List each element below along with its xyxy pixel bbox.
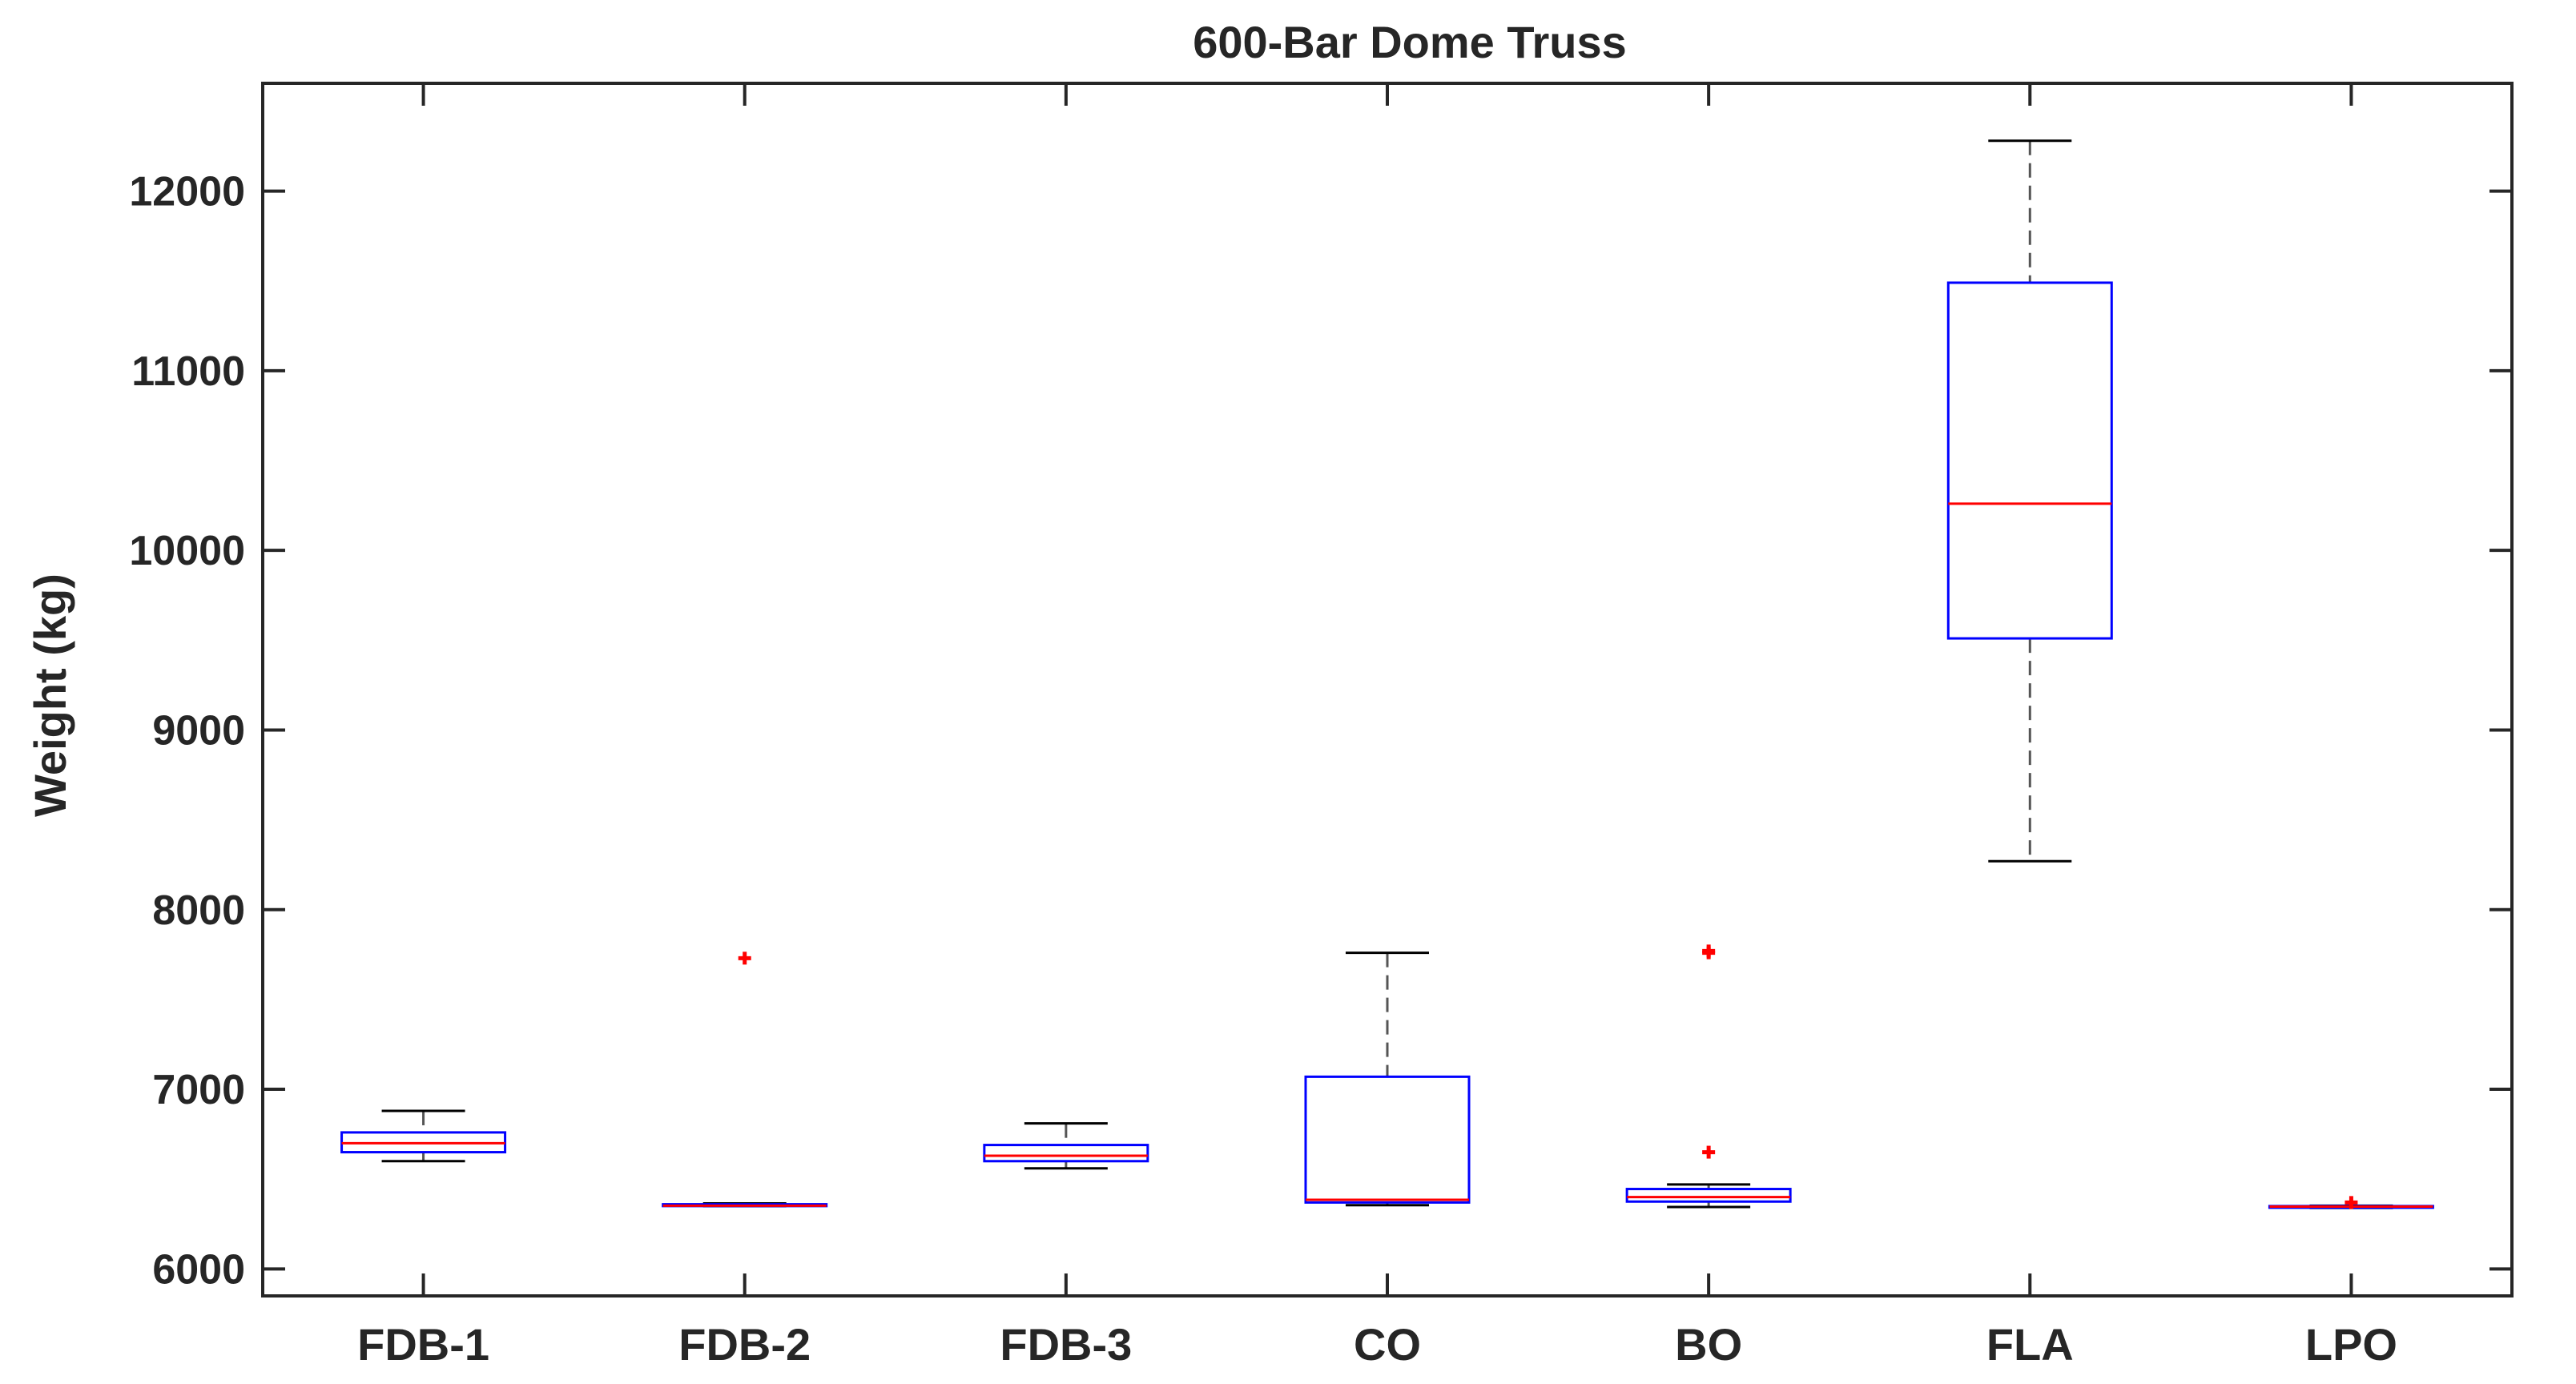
box-bo bbox=[1625, 1188, 1792, 1203]
x-tick-label-FLA: FLA bbox=[1986, 1319, 2074, 1370]
outlier-bo-2 bbox=[1702, 944, 1716, 958]
x-tick-label-FDB-1: FDB-1 bbox=[357, 1319, 489, 1370]
x-tick-label-FDB-2: FDB-2 bbox=[678, 1319, 811, 1370]
x-tick-label-BO: BO bbox=[1675, 1319, 1742, 1370]
x-tick-label-LPO: LPO bbox=[2305, 1319, 2397, 1370]
y-tick-label-11000: 11000 bbox=[131, 348, 245, 395]
box-fla bbox=[1946, 281, 2113, 640]
x-tick-label-CO: CO bbox=[1354, 1319, 1421, 1370]
y-tick-label-8000: 8000 bbox=[152, 887, 245, 934]
chart-title: 600-Bar Dome Truss bbox=[1193, 17, 1627, 67]
y-tick-label-9000: 9000 bbox=[152, 707, 245, 754]
plot-area: 6000 7000 8000 9000 10000 11000 12000 FDB-1 FDB-… bbox=[129, 82, 2514, 1370]
x-tick-label-FDB-3: FDB-3 bbox=[1000, 1319, 1132, 1370]
box-fdb-3 bbox=[983, 1144, 1149, 1163]
y-tick-label-7000: 7000 bbox=[152, 1067, 245, 1113]
y-tick-label-10000: 10000 bbox=[129, 528, 245, 574]
outlier-bo-0 bbox=[1702, 1145, 1716, 1159]
y-tick-label-12000: 12000 bbox=[129, 169, 245, 215]
box-co bbox=[1304, 1075, 1471, 1204]
y-tick-label-6000: 6000 bbox=[152, 1246, 245, 1293]
outlier-lpo-0 bbox=[2345, 1196, 2358, 1209]
y-axis-title: Weight (kg) bbox=[25, 573, 75, 817]
plot-frame bbox=[261, 82, 2514, 1298]
outlier-fdb-2-0 bbox=[738, 952, 751, 965]
